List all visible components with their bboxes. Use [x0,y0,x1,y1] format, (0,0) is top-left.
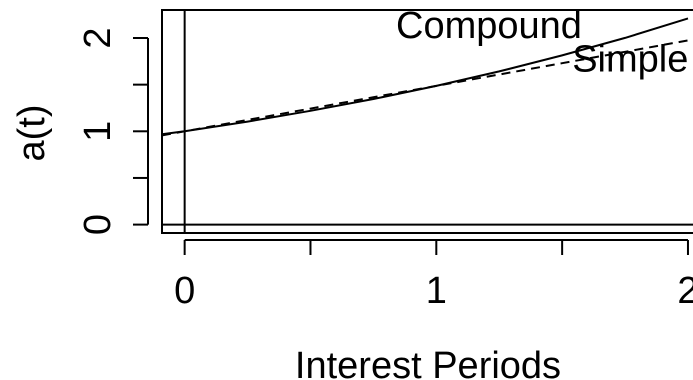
x-tick-label-4: 2 [677,270,693,312]
x-tick-label-0: 0 [174,270,195,312]
plot-area [161,10,693,233]
x-axis-title: Interest Periods [295,345,561,380]
annotation-simple: Simple [572,39,688,81]
x-tick-label-2: 1 [426,270,447,312]
labels: Interest Periods a(t) 0 1 2 0 1 2 CompoundSimp… [11,5,693,380]
y-axis-title: a(t) [11,105,53,162]
y-tick-label-4: 2 [77,27,119,48]
annotation-compound: Compound [396,5,582,47]
axes [133,9,693,255]
y-tick-label-0: 0 [77,214,119,235]
plot-frame [161,9,693,234]
series-line-simple [161,38,693,137]
y-tick-label-2: 1 [77,121,119,142]
